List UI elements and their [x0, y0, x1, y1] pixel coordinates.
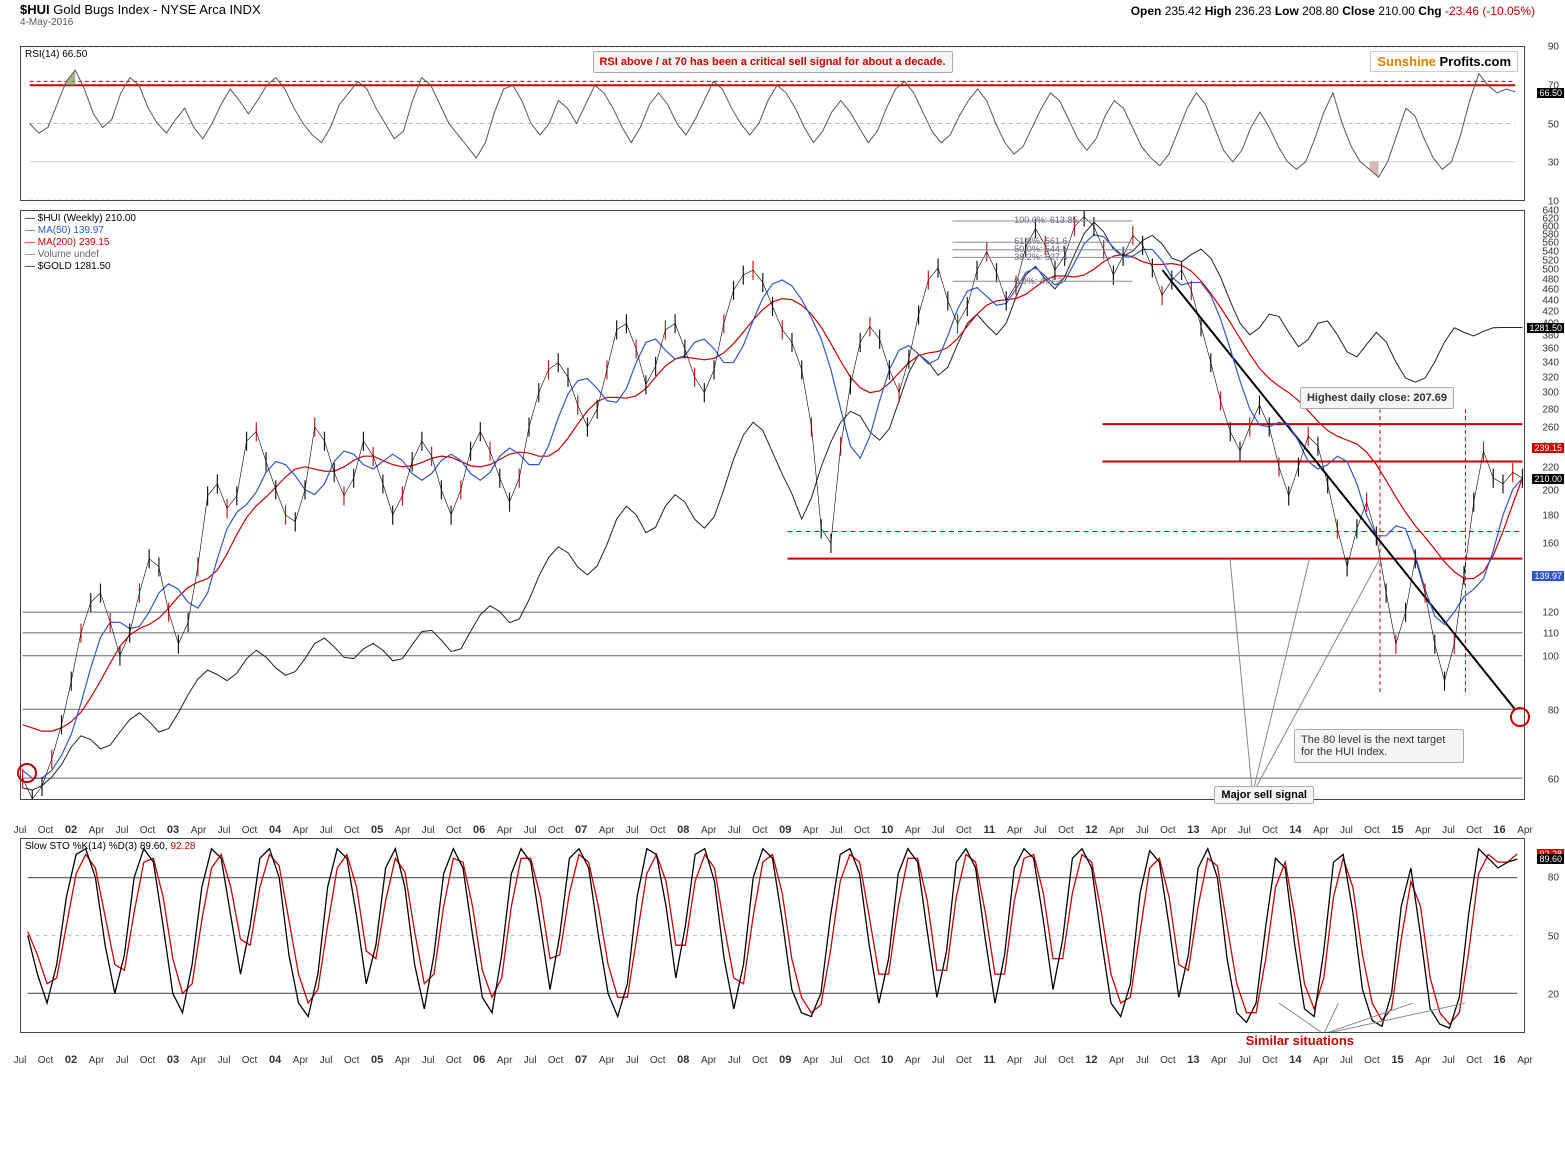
chart-date: 4-May-2016: [20, 17, 1545, 28]
rsi-panel: RSI(14) 66.50 RSI above / at 70 has been…: [20, 46, 1525, 201]
price-plot: [21, 211, 1524, 799]
stochastic-panel: Slow STO %K(14) %D(3) 89.60, 92.28 20508…: [20, 838, 1525, 1033]
chart-header: © StockCharts.com $HUI Gold Bugs Index -…: [20, 2, 1545, 30]
time-axis-price: JulOct02AprJulOct03AprJulOct04AprJulOct0…: [20, 806, 1525, 822]
sto-plot: [21, 839, 1524, 1032]
price-panel: — $HUI (Weekly) 210.00— MA(50) 139.97— M…: [20, 210, 1525, 800]
ohlc-block: Open 235.42 High 236.23 Low 208.80 Close…: [1131, 4, 1535, 18]
symbol-name: Gold Bugs Index - NYSE Arca INDX: [53, 2, 260, 17]
circle-60: [17, 763, 37, 783]
rsi-plot: [21, 47, 1524, 200]
symbol: $HUI: [20, 2, 50, 17]
annot-highest-close: Highest daily close: 207.69: [1300, 387, 1454, 409]
annot-major-sell: Major sell signal: [1214, 786, 1314, 804]
annot-80-target: The 80 level is the next target for the …: [1294, 729, 1464, 763]
time-axis-sto: JulOct02AprJulOct03AprJulOct04AprJulOct0…: [20, 1036, 1525, 1052]
circle-80: [1510, 707, 1530, 727]
